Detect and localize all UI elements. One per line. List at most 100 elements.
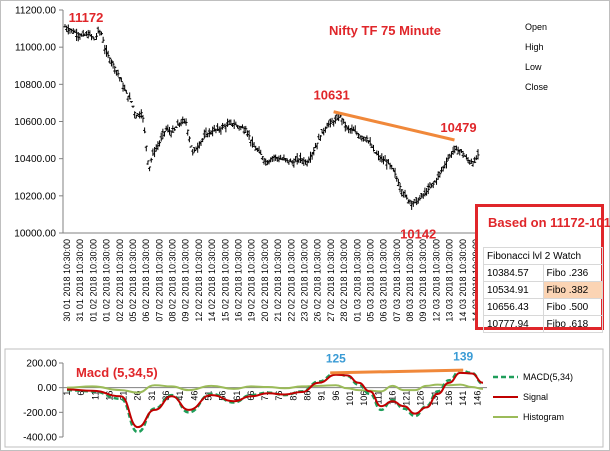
price-bar [410, 200, 414, 210]
price-bar [167, 126, 171, 135]
price-bar [75, 28, 79, 42]
price-bar [244, 125, 248, 133]
price-bar [426, 183, 430, 195]
price-x-tick-label: 31 01 2018 10:30:00 [75, 239, 85, 322]
fibonacci-header: Fibonacci lvl 2 Watch [483, 247, 603, 265]
price-annotations: 11172 10631 10479 10142 [69, 10, 477, 242]
price-bar [151, 148, 155, 156]
fibo-value: 10656.43 [483, 298, 544, 316]
price-bar [363, 137, 367, 141]
price-bar [299, 152, 303, 163]
price-bar [430, 183, 434, 188]
price-x-tick-label: 15 02 2018 10:30:00 [220, 239, 230, 322]
price-x-tick-label: 05 02 2018 10:30:00 [128, 239, 138, 322]
fibonacci-row: 10777.94 Fibo .618 [483, 315, 603, 333]
price-bar [444, 157, 448, 169]
price-bar [108, 56, 112, 64]
price-bar [260, 156, 264, 161]
price-bar [131, 105, 135, 108]
price-x-tick-label: 26 02 2018 10:30:00 [313, 239, 323, 322]
price-bar [245, 130, 249, 137]
fibonacci-title: Based on 11172-10142 [488, 215, 610, 230]
price-bar [358, 135, 362, 139]
price-bar [71, 28, 75, 35]
price-bar [368, 137, 372, 146]
price-y-tick-label: 10000.00 [14, 229, 56, 240]
price-bar [272, 154, 276, 162]
price-bar [400, 188, 404, 197]
price-bar [342, 118, 346, 124]
price-bar [133, 111, 137, 119]
price-bar [473, 156, 477, 164]
fibonacci-row: 10656.43 Fibo .500 [483, 298, 603, 316]
price-bar [134, 114, 138, 119]
price-legend-entry: Open [525, 22, 547, 32]
price-bar [398, 182, 402, 193]
price-bar [66, 24, 70, 35]
price-bar [343, 121, 347, 132]
price-bar [415, 197, 419, 206]
price-bar [111, 61, 115, 69]
price-bar [425, 188, 429, 196]
price-x-tick-label: 14 03 2018 10:30:00 [458, 239, 468, 322]
price-bar [393, 167, 397, 178]
price-x-tick-label: 05 03 2018 10:30:00 [365, 239, 375, 322]
price-bar [144, 145, 148, 152]
price-bar [184, 118, 188, 126]
price-bar [322, 127, 326, 136]
price-bar [172, 127, 176, 131]
price-bar [106, 50, 110, 59]
price-bar [405, 194, 409, 200]
price-bar [381, 156, 385, 165]
price-bar [154, 144, 158, 152]
price-bar [323, 126, 327, 133]
price-bar [101, 36, 105, 43]
price-bar [113, 65, 117, 74]
price-x-tick-label: 01 02 2018 10:30:00 [88, 239, 98, 322]
price-x-tick-label: 09 02 2018 10:30:00 [181, 239, 191, 322]
price-x-tick-label: 20 02 2018 10:30:00 [260, 239, 270, 322]
price-y-tick-label: 10800.00 [14, 80, 56, 91]
price-bar [192, 147, 196, 153]
price-y-tick-label: 10600.00 [14, 117, 56, 128]
price-y-tick-label: 10200.00 [14, 191, 56, 202]
price-bar [96, 26, 100, 34]
price-bar [396, 179, 400, 187]
price-bar [290, 160, 294, 165]
price-bar [328, 118, 332, 128]
fibo-label: Fibo .236 [542, 264, 603, 282]
price-bar [174, 125, 178, 129]
price-bar [308, 151, 312, 163]
price-bar [224, 123, 228, 133]
price-y-tick-label: 11000.00 [15, 43, 56, 54]
price-x-tick-label: 08 02 2018 10:30:00 [168, 239, 178, 322]
price-bar [146, 160, 150, 165]
price-bar [440, 167, 444, 173]
price-bar [63, 24, 67, 28]
price-x-tick-label: 16 02 2018 10:30:00 [234, 239, 244, 322]
price-bar [158, 140, 162, 147]
price-bar [362, 136, 366, 142]
price-legend-entry: High [525, 42, 544, 52]
price-bar [73, 29, 77, 34]
price-x-tick-label: 02 02 2018 10:30:00 [115, 239, 125, 322]
price-bar [104, 45, 108, 57]
price-bar [421, 193, 425, 199]
price-bar [418, 194, 422, 201]
price-annotation-label: 11172 [69, 10, 104, 25]
price-bar [121, 82, 125, 92]
price-bar [292, 158, 296, 168]
price-bar [476, 149, 480, 160]
price-chart-title: Nifty TF 75 Minute [329, 23, 441, 38]
price-bar [149, 157, 153, 163]
price-bar [431, 181, 435, 189]
price-bar [187, 136, 191, 143]
fibo-value: 10384.57 [483, 264, 544, 282]
price-bar [428, 182, 432, 189]
price-bar [171, 125, 175, 133]
price-bar [395, 175, 399, 182]
price-bar [332, 119, 336, 127]
price-x-tick-label: 28 02 2018 10:30:00 [339, 239, 349, 322]
price-x-tick-label: 23 02 2018 10:30:00 [299, 239, 309, 322]
fibo-label: Fibo .618 [542, 315, 603, 333]
